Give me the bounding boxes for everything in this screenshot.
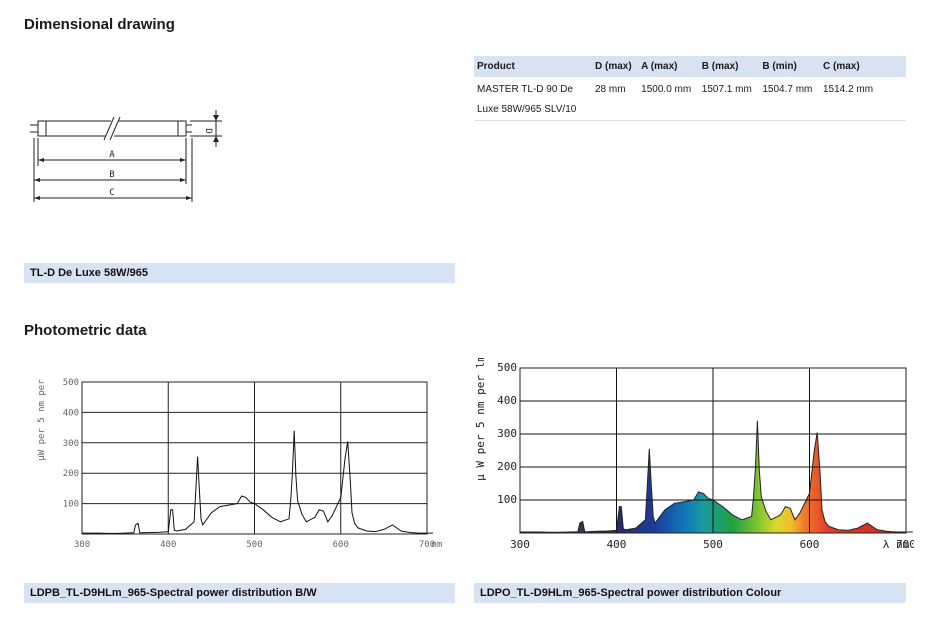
photometric-data-title: Photometric data (24, 322, 147, 339)
x-tick-label: 400 (160, 540, 176, 550)
spectrum-line (520, 420, 913, 533)
chart-bw-caption: LDPB_TL-D9HLm_965-Spectral power distrib… (24, 583, 455, 603)
spectrum-line (82, 430, 433, 534)
col-product: Product (474, 56, 592, 77)
product-line-1: MASTER TL-D 90 De (477, 84, 573, 95)
spectral-chart-colour: 300 400 500 600 700 100 200 300 400 500 λ nm µ W pe… (474, 358, 914, 551)
col-c-max: C (max) (820, 56, 906, 77)
cell-b-max: 1507.1 mm (698, 77, 760, 121)
y-tick-label: 500 (63, 378, 79, 388)
x-tick-label: 300 (74, 540, 90, 550)
x-tick-label: 300 (510, 538, 530, 551)
x-axis-label: nm (432, 540, 443, 550)
y-tick-label: 400 (63, 408, 79, 418)
y-tick-label: 200 (63, 469, 79, 479)
dimension-label-a: A (109, 150, 115, 160)
x-axis-label: λ nm (883, 538, 910, 551)
y-tick-label: 500 (497, 361, 517, 374)
tube-dimension-drawing: A B C D (30, 110, 222, 202)
x-tick-label: 700 (896, 538, 914, 551)
x-tick-label: 500 (246, 540, 262, 550)
x-tick-label: 600 (800, 538, 820, 551)
x-tick-label: 500 (703, 538, 723, 551)
col-a-max: A (max) (638, 56, 699, 77)
spec-table: Product D (max) A (max) B (max) B (min) … (474, 56, 906, 121)
col-b-max: B (max) (698, 56, 760, 77)
chart-colour-caption: LDPO_TL-D9HLm_965-Spectral power distrib… (474, 583, 906, 603)
y-tick-label: 200 (497, 460, 517, 473)
y-tick-label: 100 (497, 493, 517, 506)
y-tick-label: 300 (63, 439, 79, 449)
x-tick-label: 600 (333, 540, 349, 550)
y-tick-label: 400 (497, 394, 517, 407)
dimensional-drawing-title: Dimensional drawing (24, 16, 175, 33)
dimension-label-c: C (109, 188, 114, 198)
y-axis-label: µ W per 5 nm per lm (474, 358, 487, 481)
dimension-label-d: D (203, 128, 213, 133)
cell-b-min: 1504.7 mm (759, 77, 820, 121)
cell-c-max: 1514.2 mm (820, 77, 906, 121)
drawing-caption: TL-D De Luxe 58W/965 (24, 263, 455, 283)
y-tick-label: 100 (63, 500, 79, 510)
y-axis-label: µW per 5 nm per (37, 379, 47, 461)
col-d-max: D (max) (592, 56, 639, 77)
plot-frame (81, 381, 428, 535)
y-tick-label: 300 (497, 427, 517, 440)
cell-product: MASTER TL-D 90 De Luxe 58W/965 SLV/10 (474, 77, 592, 121)
spectral-chart-bw: 300 400 500 600 700 100 200 300 400 500 nm µW per 5… (37, 378, 443, 550)
x-tick-label: 400 (607, 538, 627, 551)
product-line-2: Luxe 58W/965 SLV/10 (477, 104, 577, 115)
plot-frame (519, 367, 907, 534)
spectrum-mask (520, 368, 913, 533)
cell-d-max: 28 mm (592, 77, 639, 121)
table-row: MASTER TL-D 90 De Luxe 58W/965 SLV/10 28… (474, 77, 906, 121)
dimension-label-b: B (109, 170, 114, 180)
col-b-min: B (min) (759, 56, 820, 77)
cell-a-max: 1500.0 mm (638, 77, 699, 121)
x-tick-label: 700 (419, 540, 435, 550)
